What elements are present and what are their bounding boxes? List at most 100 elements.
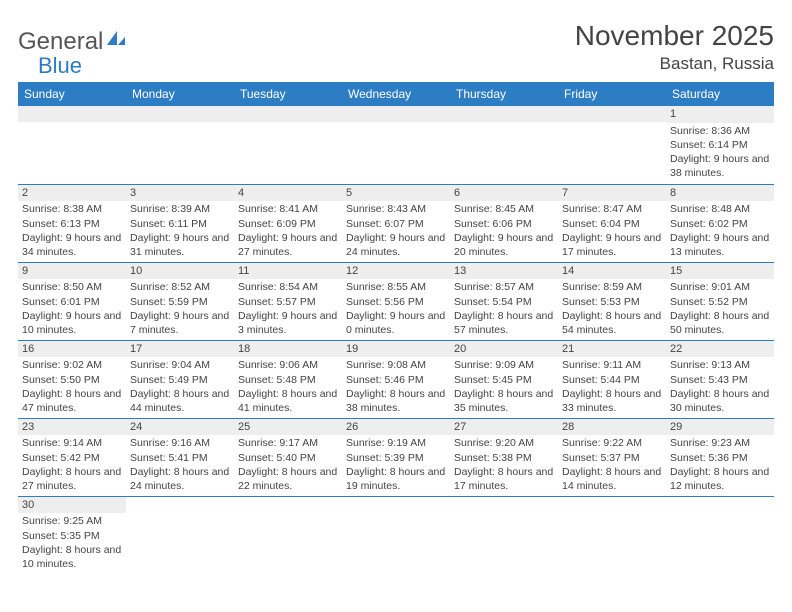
sunrise-line: Sunrise: 9:25 AM	[22, 514, 122, 528]
sunrise-line: Sunrise: 9:09 AM	[454, 358, 554, 372]
day-number: 13	[450, 263, 558, 280]
day-number: 9	[18, 263, 126, 280]
sunset-line: Sunset: 5:56 PM	[346, 295, 446, 309]
calendar-cell: 7Sunrise: 8:47 AMSunset: 6:04 PMDaylight…	[558, 184, 666, 262]
calendar-cell: 15Sunrise: 9:01 AMSunset: 5:52 PMDayligh…	[666, 262, 774, 340]
calendar-cell: 28Sunrise: 9:22 AMSunset: 5:37 PMDayligh…	[558, 418, 666, 496]
sunset-line: Sunset: 5:45 PM	[454, 373, 554, 387]
sunset-line: Sunset: 5:36 PM	[670, 451, 770, 465]
sunrise-line: Sunrise: 8:38 AM	[22, 202, 122, 216]
sunrise-line: Sunrise: 8:45 AM	[454, 202, 554, 216]
day-content: Sunrise: 8:41 AMSunset: 6:09 PMDaylight:…	[234, 201, 342, 261]
sunset-line: Sunset: 5:50 PM	[22, 373, 122, 387]
sunrise-line: Sunrise: 9:01 AM	[670, 280, 770, 294]
sunrise-line: Sunrise: 9:22 AM	[562, 436, 662, 450]
sunset-line: Sunset: 5:53 PM	[562, 295, 662, 309]
calendar-cell: 20Sunrise: 9:09 AMSunset: 5:45 PMDayligh…	[450, 340, 558, 418]
sunset-line: Sunset: 5:37 PM	[562, 451, 662, 465]
calendar-row: 30Sunrise: 9:25 AMSunset: 5:35 PMDayligh…	[18, 496, 774, 574]
day-content: Sunrise: 8:43 AMSunset: 6:07 PMDaylight:…	[342, 201, 450, 261]
sunset-line: Sunset: 6:01 PM	[22, 295, 122, 309]
calendar-cell: 27Sunrise: 9:20 AMSunset: 5:38 PMDayligh…	[450, 418, 558, 496]
day-content: Sunrise: 8:50 AMSunset: 6:01 PMDaylight:…	[18, 279, 126, 339]
sunrise-line: Sunrise: 9:16 AM	[130, 436, 230, 450]
sunset-line: Sunset: 5:35 PM	[22, 529, 122, 543]
day-content: Sunrise: 8:48 AMSunset: 6:02 PMDaylight:…	[666, 201, 774, 261]
day-content: Sunrise: 9:09 AMSunset: 5:45 PMDaylight:…	[450, 357, 558, 417]
day-number: 29	[666, 419, 774, 436]
daynum-bar-empty	[18, 106, 126, 122]
sunrise-line: Sunrise: 8:48 AM	[670, 202, 770, 216]
calendar-cell: 12Sunrise: 8:55 AMSunset: 5:56 PMDayligh…	[342, 262, 450, 340]
day-number: 1	[666, 106, 774, 123]
day-content: Sunrise: 9:01 AMSunset: 5:52 PMDaylight:…	[666, 279, 774, 339]
daylight-line: Daylight: 9 hours and 17 minutes.	[562, 231, 662, 259]
sunset-line: Sunset: 6:02 PM	[670, 217, 770, 231]
col-thursday: Thursday	[450, 82, 558, 106]
calendar-cell: 4Sunrise: 8:41 AMSunset: 6:09 PMDaylight…	[234, 184, 342, 262]
sunset-line: Sunset: 6:11 PM	[130, 217, 230, 231]
day-content: Sunrise: 9:14 AMSunset: 5:42 PMDaylight:…	[18, 435, 126, 495]
daylight-line: Daylight: 8 hours and 27 minutes.	[22, 465, 122, 493]
sunrise-line: Sunrise: 9:04 AM	[130, 358, 230, 372]
sunrise-line: Sunrise: 8:55 AM	[346, 280, 446, 294]
day-content: Sunrise: 9:02 AMSunset: 5:50 PMDaylight:…	[18, 357, 126, 417]
day-content: Sunrise: 8:59 AMSunset: 5:53 PMDaylight:…	[558, 279, 666, 339]
calendar-cell	[342, 496, 450, 574]
day-content: Sunrise: 9:08 AMSunset: 5:46 PMDaylight:…	[342, 357, 450, 417]
daylight-line: Daylight: 8 hours and 10 minutes.	[22, 543, 122, 571]
calendar-cell	[450, 106, 558, 184]
day-content: Sunrise: 8:52 AMSunset: 5:59 PMDaylight:…	[126, 279, 234, 339]
day-number: 10	[126, 263, 234, 280]
day-number: 17	[126, 341, 234, 358]
calendar-cell	[342, 106, 450, 184]
daylight-line: Daylight: 9 hours and 10 minutes.	[22, 309, 122, 337]
calendar-cell	[450, 496, 558, 574]
calendar-cell: 14Sunrise: 8:59 AMSunset: 5:53 PMDayligh…	[558, 262, 666, 340]
daylight-line: Daylight: 9 hours and 34 minutes.	[22, 231, 122, 259]
logo-text-blue: Blue	[38, 53, 82, 79]
day-number: 8	[666, 185, 774, 202]
sunrise-line: Sunrise: 9:17 AM	[238, 436, 338, 450]
sunset-line: Sunset: 5:40 PM	[238, 451, 338, 465]
daylight-line: Daylight: 9 hours and 13 minutes.	[670, 231, 770, 259]
daylight-line: Daylight: 8 hours and 33 minutes.	[562, 387, 662, 415]
daylight-line: Daylight: 9 hours and 27 minutes.	[238, 231, 338, 259]
daylight-line: Daylight: 8 hours and 30 minutes.	[670, 387, 770, 415]
day-number: 5	[342, 185, 450, 202]
day-content: Sunrise: 9:13 AMSunset: 5:43 PMDaylight:…	[666, 357, 774, 417]
sunrise-line: Sunrise: 9:08 AM	[346, 358, 446, 372]
calendar-row: 2Sunrise: 8:38 AMSunset: 6:13 PMDaylight…	[18, 184, 774, 262]
month-title: November 2025	[575, 20, 774, 52]
calendar-cell: 13Sunrise: 8:57 AMSunset: 5:54 PMDayligh…	[450, 262, 558, 340]
day-number: 20	[450, 341, 558, 358]
header-row: Sunday Monday Tuesday Wednesday Thursday…	[18, 82, 774, 106]
sunrise-line: Sunrise: 8:57 AM	[454, 280, 554, 294]
calendar-row: 1Sunrise: 8:36 AMSunset: 6:14 PMDaylight…	[18, 106, 774, 184]
sunset-line: Sunset: 5:43 PM	[670, 373, 770, 387]
day-content: Sunrise: 8:55 AMSunset: 5:56 PMDaylight:…	[342, 279, 450, 339]
daylight-line: Daylight: 8 hours and 44 minutes.	[130, 387, 230, 415]
sunrise-line: Sunrise: 9:23 AM	[670, 436, 770, 450]
col-sunday: Sunday	[18, 82, 126, 106]
sunrise-line: Sunrise: 9:13 AM	[670, 358, 770, 372]
calendar-cell	[666, 496, 774, 574]
daynum-bar-empty	[450, 106, 558, 122]
calendar-cell: 3Sunrise: 8:39 AMSunset: 6:11 PMDaylight…	[126, 184, 234, 262]
calendar-cell	[234, 496, 342, 574]
calendar-cell: 11Sunrise: 8:54 AMSunset: 5:57 PMDayligh…	[234, 262, 342, 340]
daylight-line: Daylight: 8 hours and 38 minutes.	[346, 387, 446, 415]
day-content: Sunrise: 8:57 AMSunset: 5:54 PMDaylight:…	[450, 279, 558, 339]
daylight-line: Daylight: 8 hours and 19 minutes.	[346, 465, 446, 493]
calendar-cell: 9Sunrise: 8:50 AMSunset: 6:01 PMDaylight…	[18, 262, 126, 340]
sunrise-line: Sunrise: 8:41 AM	[238, 202, 338, 216]
calendar-cell: 19Sunrise: 9:08 AMSunset: 5:46 PMDayligh…	[342, 340, 450, 418]
day-content: Sunrise: 9:04 AMSunset: 5:49 PMDaylight:…	[126, 357, 234, 417]
daylight-line: Daylight: 8 hours and 12 minutes.	[670, 465, 770, 493]
daylight-line: Daylight: 9 hours and 31 minutes.	[130, 231, 230, 259]
day-number: 6	[450, 185, 558, 202]
sunrise-line: Sunrise: 8:39 AM	[130, 202, 230, 216]
day-number: 23	[18, 419, 126, 436]
sunset-line: Sunset: 5:48 PM	[238, 373, 338, 387]
sunset-line: Sunset: 5:41 PM	[130, 451, 230, 465]
